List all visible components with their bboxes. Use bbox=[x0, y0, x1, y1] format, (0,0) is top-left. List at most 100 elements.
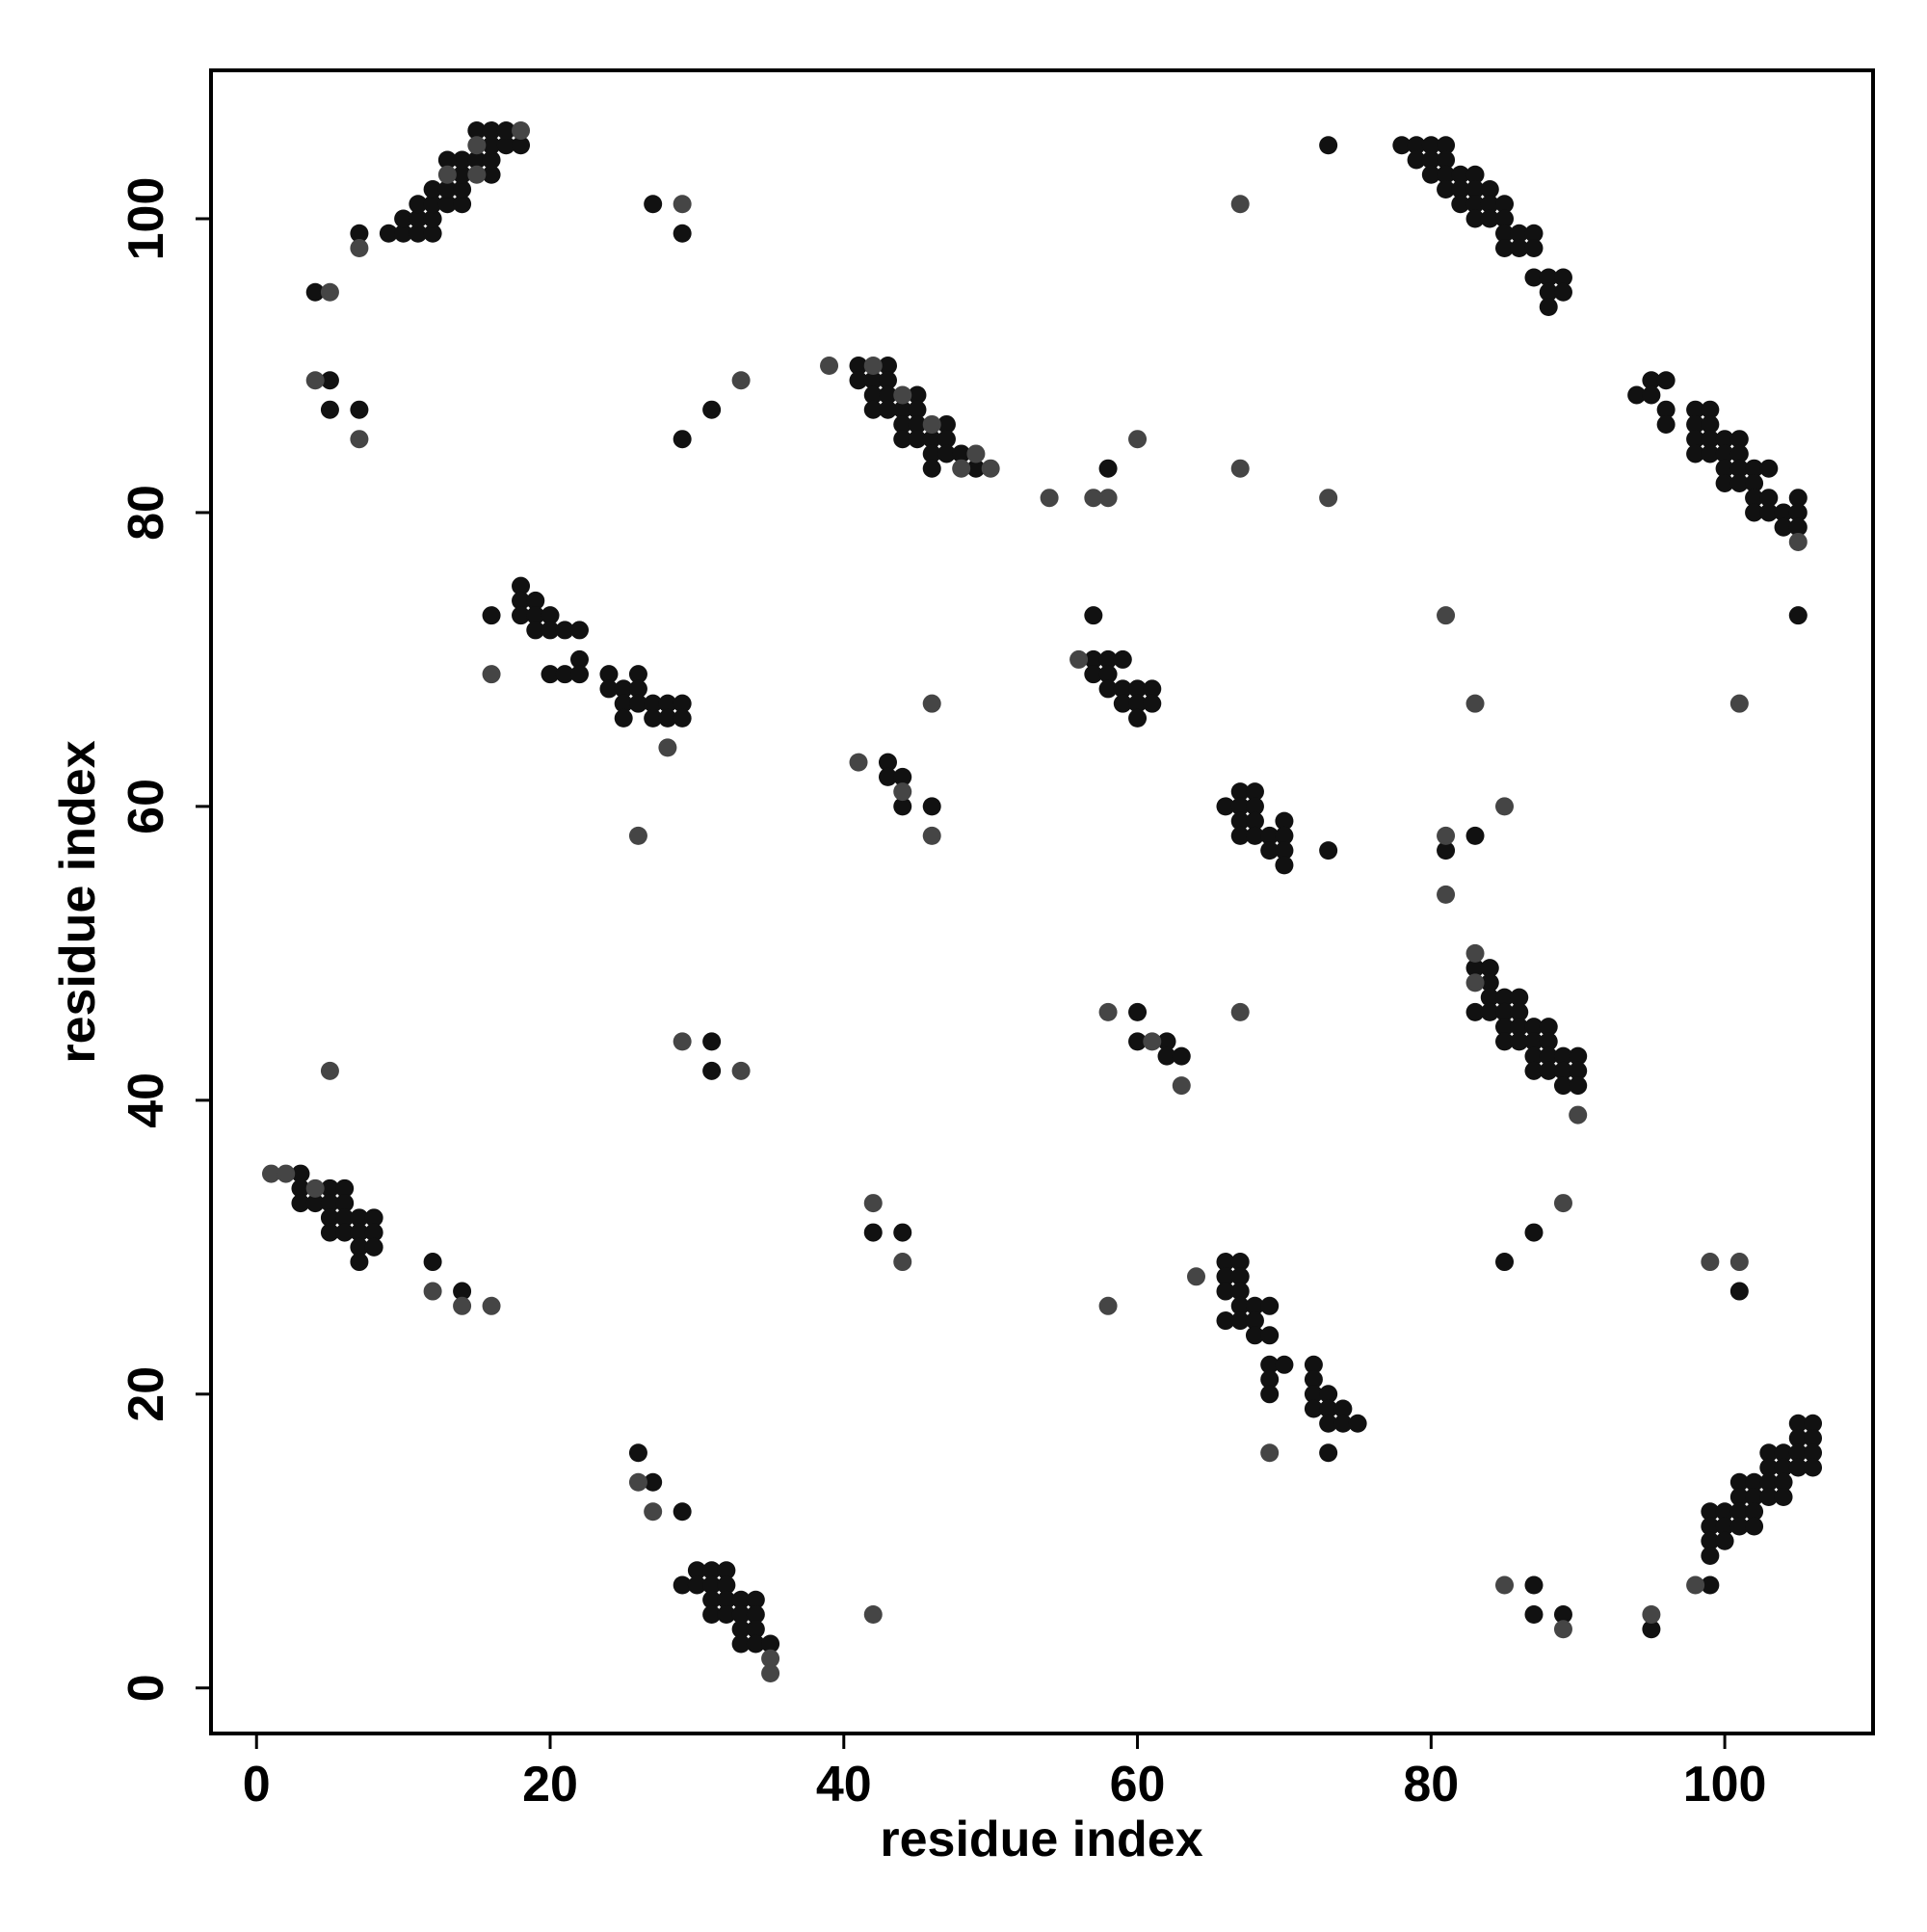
point bbox=[1260, 1385, 1280, 1404]
point bbox=[1745, 1472, 1764, 1492]
point bbox=[599, 679, 619, 699]
point bbox=[1759, 1458, 1779, 1477]
point bbox=[467, 136, 487, 155]
point bbox=[761, 1663, 780, 1682]
point bbox=[437, 150, 457, 170]
point bbox=[1701, 1502, 1720, 1522]
point bbox=[1465, 195, 1485, 214]
point bbox=[1553, 1604, 1572, 1624]
point bbox=[1143, 679, 1162, 699]
point bbox=[1260, 1443, 1280, 1463]
point bbox=[482, 121, 501, 141]
x-tick-label: 80 bbox=[1403, 1757, 1459, 1813]
point bbox=[1245, 1296, 1264, 1315]
point bbox=[1245, 1311, 1264, 1331]
point bbox=[1157, 1046, 1176, 1066]
point bbox=[526, 606, 545, 625]
point bbox=[1701, 400, 1720, 419]
point bbox=[291, 1178, 310, 1198]
point bbox=[893, 385, 912, 405]
point bbox=[1729, 1282, 1749, 1301]
point bbox=[628, 1443, 647, 1463]
point bbox=[922, 826, 941, 845]
point bbox=[1539, 1046, 1558, 1066]
point bbox=[922, 459, 941, 478]
point bbox=[1465, 826, 1485, 845]
point bbox=[702, 1061, 722, 1080]
point bbox=[1098, 489, 1118, 508]
point bbox=[717, 1575, 736, 1595]
point bbox=[1774, 1472, 1793, 1492]
x-tick-label: 20 bbox=[522, 1757, 578, 1813]
point bbox=[1729, 1253, 1749, 1272]
y-tick-label: 0 bbox=[119, 1674, 174, 1702]
point bbox=[746, 1590, 765, 1609]
point bbox=[1084, 665, 1103, 684]
point bbox=[350, 1253, 369, 1272]
point bbox=[305, 282, 325, 302]
y-tick-label: 80 bbox=[119, 485, 174, 541]
point bbox=[291, 1164, 310, 1183]
point bbox=[1715, 430, 1734, 449]
point bbox=[1260, 1296, 1280, 1315]
point bbox=[1407, 136, 1426, 155]
point bbox=[628, 1472, 647, 1492]
point bbox=[1510, 238, 1529, 257]
point bbox=[1686, 430, 1705, 449]
point bbox=[702, 1561, 722, 1580]
point bbox=[628, 826, 647, 845]
point bbox=[1553, 268, 1572, 287]
point bbox=[1275, 826, 1294, 845]
point bbox=[922, 797, 941, 816]
point bbox=[731, 1634, 751, 1654]
point bbox=[1437, 150, 1456, 170]
point bbox=[1437, 841, 1456, 860]
point bbox=[1128, 708, 1148, 728]
point bbox=[1319, 841, 1338, 860]
point bbox=[1275, 811, 1294, 831]
point bbox=[335, 1223, 355, 1242]
point bbox=[673, 195, 692, 214]
point bbox=[1774, 1443, 1793, 1463]
point bbox=[1524, 224, 1544, 243]
point bbox=[437, 195, 457, 214]
point bbox=[702, 400, 722, 419]
point bbox=[1510, 1002, 1529, 1021]
point bbox=[1480, 180, 1499, 199]
point bbox=[364, 1223, 383, 1242]
point bbox=[644, 694, 663, 713]
point bbox=[1084, 489, 1103, 508]
point bbox=[320, 1194, 339, 1213]
point bbox=[453, 1282, 472, 1301]
point bbox=[1451, 195, 1470, 214]
point bbox=[673, 694, 692, 713]
point bbox=[423, 1253, 442, 1272]
point bbox=[937, 414, 956, 434]
point bbox=[482, 165, 501, 184]
point bbox=[1715, 473, 1734, 492]
point bbox=[409, 195, 428, 214]
point bbox=[1627, 385, 1647, 405]
point bbox=[1524, 1018, 1544, 1037]
point bbox=[687, 1561, 706, 1580]
point bbox=[644, 1502, 663, 1522]
point bbox=[731, 1620, 751, 1639]
point bbox=[320, 1061, 339, 1080]
point bbox=[1745, 459, 1764, 478]
point bbox=[1437, 180, 1456, 199]
point bbox=[628, 694, 647, 713]
point bbox=[1113, 649, 1132, 669]
point bbox=[981, 459, 1000, 478]
point bbox=[1539, 1018, 1558, 1037]
point bbox=[1524, 1575, 1544, 1595]
point bbox=[1128, 1002, 1148, 1021]
point bbox=[1745, 473, 1764, 492]
point bbox=[863, 385, 883, 405]
point bbox=[673, 430, 692, 449]
point bbox=[1480, 209, 1499, 228]
point bbox=[1480, 959, 1499, 978]
point bbox=[1245, 797, 1264, 816]
point bbox=[863, 1194, 883, 1213]
point bbox=[1260, 1355, 1280, 1374]
point bbox=[1113, 679, 1132, 699]
